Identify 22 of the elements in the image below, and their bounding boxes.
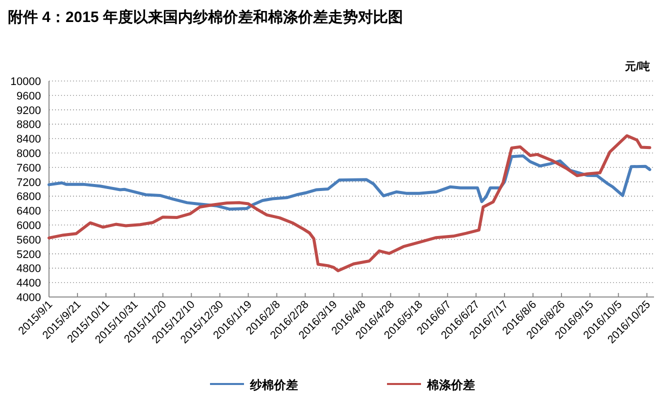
y-tick-label: 8800: [16, 119, 41, 132]
y-tick-label: 8000: [16, 148, 41, 160]
y-tick-label: 4400: [16, 278, 41, 290]
y-tick-label: 9200: [16, 104, 41, 117]
y-tick-label: 6800: [16, 191, 41, 204]
y-axis-title: 元/吨: [624, 60, 650, 73]
y-tick-label: 4800: [16, 263, 41, 276]
y-tick-label: 9600: [16, 90, 41, 102]
legend-label: 纱棉价差: [249, 378, 298, 392]
y-tick-label: 8400: [16, 134, 41, 146]
chart-title: 附件 4：2015 年度以来国内纱棉价差和棉涤价差走势对比图: [8, 8, 404, 26]
y-tick-label: 5200: [16, 248, 41, 261]
legend-label: 棉涤价差: [426, 378, 475, 392]
y-tick-label: 6000: [16, 220, 41, 232]
y-tick-label: 5600: [16, 234, 41, 246]
y-tick-label: 4000: [16, 292, 41, 304]
line-series: [48, 154, 652, 211]
y-tick-label: 7600: [16, 162, 41, 174]
y-tick-label: 7200: [16, 176, 41, 189]
y-tick-label: 10000: [10, 76, 41, 88]
line-series: [48, 134, 652, 272]
y-tick-label: 6400: [16, 206, 41, 218]
